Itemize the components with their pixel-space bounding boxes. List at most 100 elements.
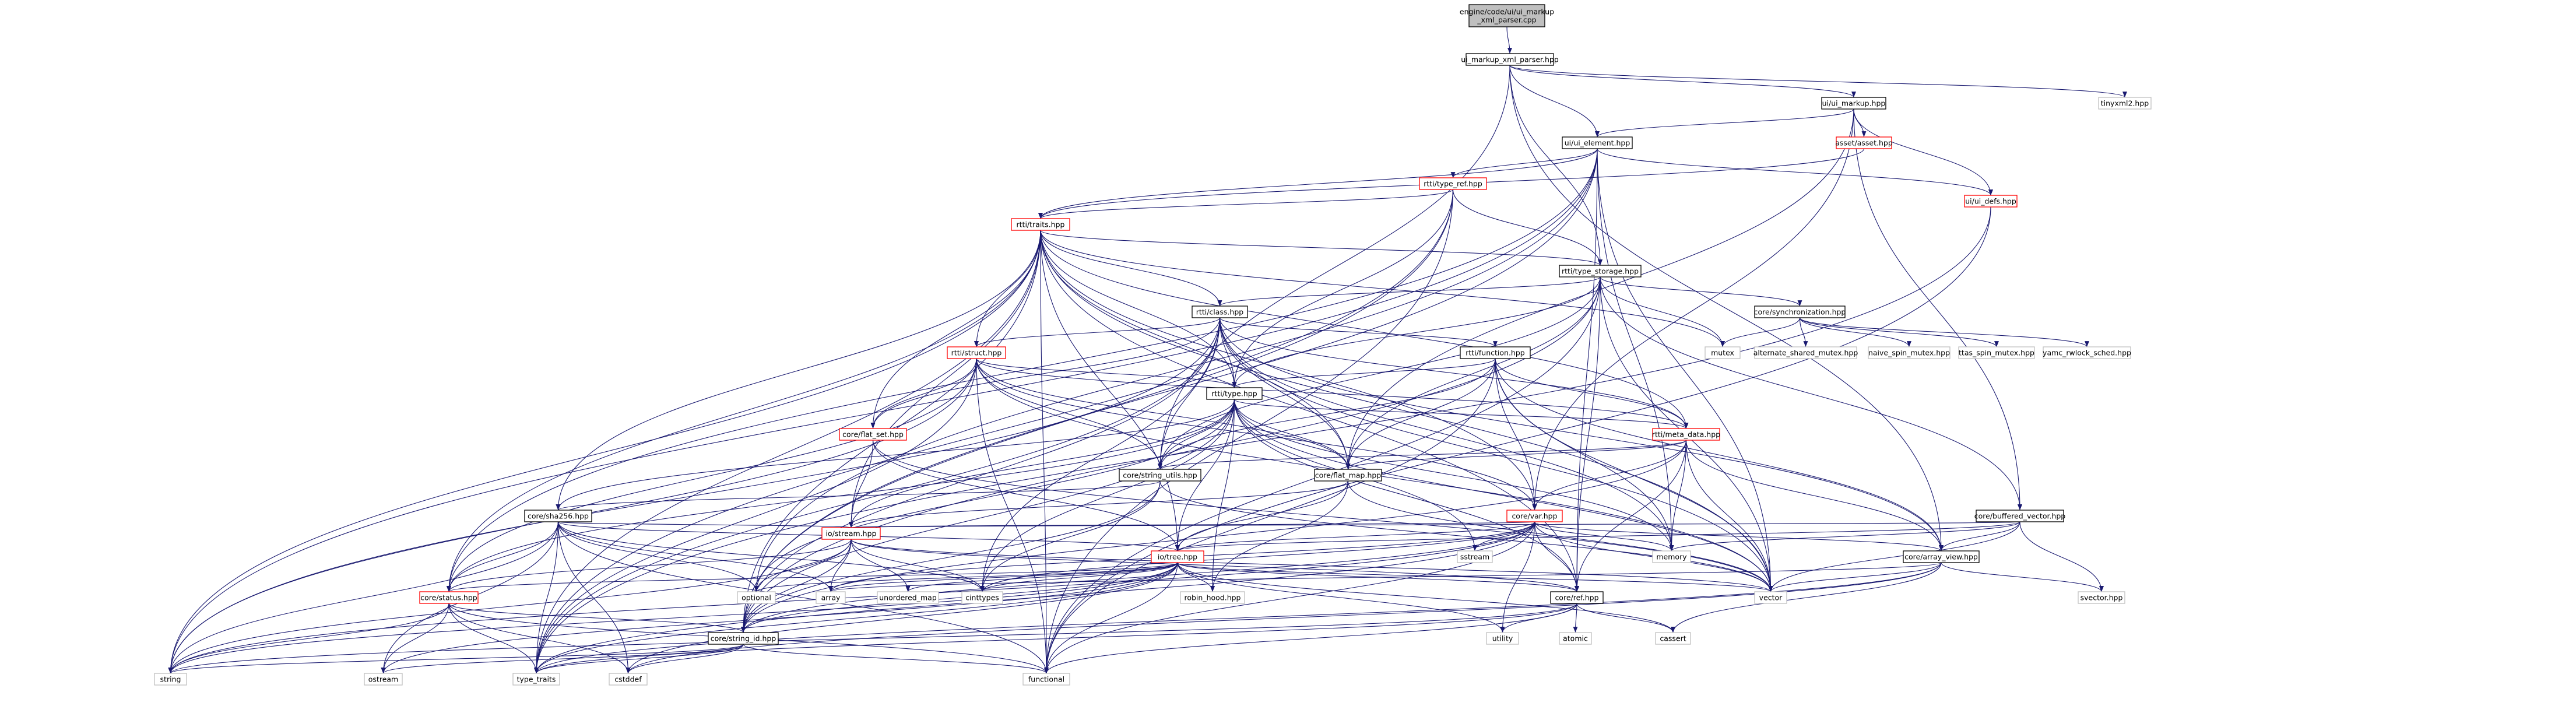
edge-traits_hpp-to-type_hpp (1040, 230, 1237, 388)
node-label: utility (1492, 634, 1513, 643)
node-string-utils-hpp[interactable]: core/string_utils.hpp (1119, 469, 1201, 482)
node-status-hpp[interactable]: core/status.hpp (419, 591, 479, 604)
edge-traits_hpp-to-type_traits (534, 230, 1041, 674)
edge-meta_data_hpp-to-ref_hpp (1575, 440, 1687, 592)
node-stream-hpp[interactable]: io/stream.hpp (821, 527, 881, 540)
node-label: ui/ui_element.hpp (1565, 139, 1630, 147)
edge-ref_hpp-to-cassert (1576, 603, 1675, 633)
node-label: rtti/traits.hpp (1017, 220, 1065, 229)
edge-type_ref_hpp-to-functional (1044, 189, 1454, 674)
node-root[interactable]: engine/code/ui/ui_markup_xml_parser.cpp (1460, 4, 1554, 27)
edge-ui_markup_hpp-to-ui_defs_hpp (1853, 108, 1993, 196)
node-class-hpp[interactable]: rtti/class.hpp (1192, 305, 1248, 318)
node-struct-hpp[interactable]: rtti/struct.hpp (947, 346, 1006, 359)
edge-class_hpp-to-flat_set_hpp (870, 317, 1221, 429)
edge-ui_defs_hpp-to-type_traits (534, 206, 1991, 674)
node-type-hpp[interactable]: rtti/type.hpp (1206, 387, 1263, 400)
node-label: mutex (1711, 349, 1734, 357)
node-type-ref-hpp[interactable]: rtti/type_ref.hpp (1419, 177, 1487, 190)
node-traits-hpp[interactable]: rtti/traits.hpp (1011, 218, 1070, 231)
edge-ui_element_hpp-to-type_ref_hpp (1450, 148, 1598, 178)
node-box (1457, 550, 1493, 563)
node-label: string (160, 675, 181, 684)
edge-function_hpp-to-meta_data_hpp (1495, 358, 1689, 429)
edge-sha256_hpp-to-array (557, 521, 833, 592)
node-box (1506, 510, 1563, 522)
edge-struct_hpp-to-meta_data_hpp (976, 358, 1689, 429)
edge-ui_markup_hpp-to-var_hpp (1532, 108, 1854, 511)
edge-status_hpp-to-cstddef (448, 603, 631, 674)
edge-buffered_vector_hpp-to-tree_hpp (1175, 521, 2020, 552)
edge-function_hpp-to-var_hpp (1495, 358, 1537, 511)
edge-traits_hpp-to-struct_hpp (974, 230, 1041, 347)
node-buffered-vector-hpp[interactable]: core/buffered_vector.hpp (1974, 510, 2066, 522)
edge-type_hpp-to-optional (754, 399, 1235, 592)
edge-struct_hpp-to-type_hpp (976, 358, 1237, 388)
node-meta-data-hpp[interactable]: rtti/meta_data.hpp (1652, 428, 1720, 441)
node-label: rtti/function.hpp (1466, 349, 1525, 357)
node-ref-hpp[interactable]: core/ref.hpp (1550, 591, 1604, 604)
edge-traits_hpp-to-string (168, 230, 1041, 674)
node-ui-element-hpp[interactable]: ui/ui_element.hpp (1562, 136, 1633, 149)
node-cstddef: cstddef (609, 673, 648, 686)
node-box (364, 673, 403, 686)
node-svector-hpp: svector.hpp (2078, 591, 2125, 604)
edge-string_utils_hpp-to-cinttypes (980, 480, 1161, 592)
node-label: type_traits (517, 675, 556, 684)
node-box (1468, 4, 1545, 27)
edge-traits_hpp-to-type_storage_hpp (1040, 230, 1602, 266)
edge-function_hpp-to-memory (1495, 358, 1674, 552)
node-label: atomic (1563, 634, 1588, 643)
edge-stream_hpp-to-ref_hpp (851, 539, 1579, 592)
node-ui-markup-xml-parser-hpp[interactable]: ui_markup_xml_parser.hpp (1461, 53, 1559, 66)
edge-flat_set_hpp-to-tree_hpp (872, 440, 1180, 552)
edge-class_hpp-to-vector (1219, 317, 1773, 592)
node-box (1486, 632, 1519, 645)
edge-ui_markup_hpp-to-asset_hpp (1853, 108, 1867, 138)
node-label: rtti/struct.hpp (951, 349, 1002, 357)
node-sha256-hpp[interactable]: core/sha256.hpp (524, 510, 592, 522)
node-ui-defs-hpp[interactable]: ui/ui_defs.hpp (1964, 195, 2018, 208)
edge-type_storage_hpp-to-synchronization_hpp (1600, 276, 1802, 307)
node-string-id-hpp[interactable]: core/string_id.hpp (708, 632, 779, 645)
node-box (737, 591, 776, 604)
edge-tree_hpp-to-ostream (381, 562, 1178, 674)
edge-flat_map_hpp-to-robin_hood_hpp (1210, 480, 1349, 592)
edge-tree_hpp-to-vector (1177, 562, 1773, 592)
edge-tree_hpp-to-cstddef (625, 562, 1178, 674)
node-ui-markup-hpp[interactable]: ui/ui_markup.hpp (1821, 97, 1886, 110)
edge-ui_markup_xml_parser_hpp-to-tinyxml2_hpp (1509, 65, 2127, 98)
node-label: ttas_spin_mutex.hpp (1959, 349, 2034, 357)
node-asset-hpp[interactable]: asset/asset.hpp (1835, 136, 1893, 149)
node-box (877, 591, 939, 604)
node-flat-set-hpp[interactable]: core/flat_set.hpp (839, 428, 907, 441)
edge-struct_hpp-to-flat_map_hpp (976, 358, 1351, 470)
node-label: memory (1656, 553, 1687, 561)
node-label: ui/ui_markup.hpp (1822, 99, 1886, 108)
edge-type_hpp-to-vector (1233, 399, 1773, 592)
node-function-hpp[interactable]: rtti/function.hpp (1460, 346, 1531, 359)
edge-var_hpp-to-string_id_hpp (741, 521, 1535, 633)
node-flat-map-hpp[interactable]: core/flat_map.hpp (1314, 469, 1382, 482)
edge-buffered_vector_hpp-to-array_view_hpp (1939, 521, 2020, 552)
node-box (1754, 305, 1846, 318)
edge-type_hpp-to-ref_hpp (1233, 399, 1579, 592)
node-box (1559, 632, 1592, 645)
edge-synchronization_hpp-to-yamc_rwlock_sched_hpp (1799, 317, 2089, 347)
node-string: string (154, 673, 187, 686)
node-var-hpp[interactable]: core/var.hpp (1506, 510, 1563, 522)
node-synchronization-hpp[interactable]: core/synchronization.hpp (1754, 305, 1846, 318)
edge-var_hpp-to-ref_hpp (1534, 521, 1579, 592)
edge-flat_map_hpp-to-tree_hpp (1175, 480, 1349, 552)
edge-tree_hpp-to-optional (754, 562, 1178, 592)
node-type-storage-hpp[interactable]: rtti/type_storage.hpp (1559, 265, 1642, 278)
node-tree-hpp[interactable]: io/tree.hpp (1151, 550, 1204, 563)
edge-traits_hpp-to-class_hpp (1040, 230, 1222, 307)
edge-tree_hpp-to-cinttypes (980, 562, 1178, 592)
node-array-view-hpp[interactable]: core/array_view.hpp (1903, 550, 1980, 563)
edge-type_hpp-to-memory (1233, 399, 1674, 552)
edge-var_hpp-to-string (168, 521, 1535, 674)
edge-traits_hpp-to-functional (1040, 230, 1049, 674)
node-label: vector (1759, 593, 1783, 602)
edge-traits_hpp-to-tree_hpp (1040, 230, 1180, 552)
